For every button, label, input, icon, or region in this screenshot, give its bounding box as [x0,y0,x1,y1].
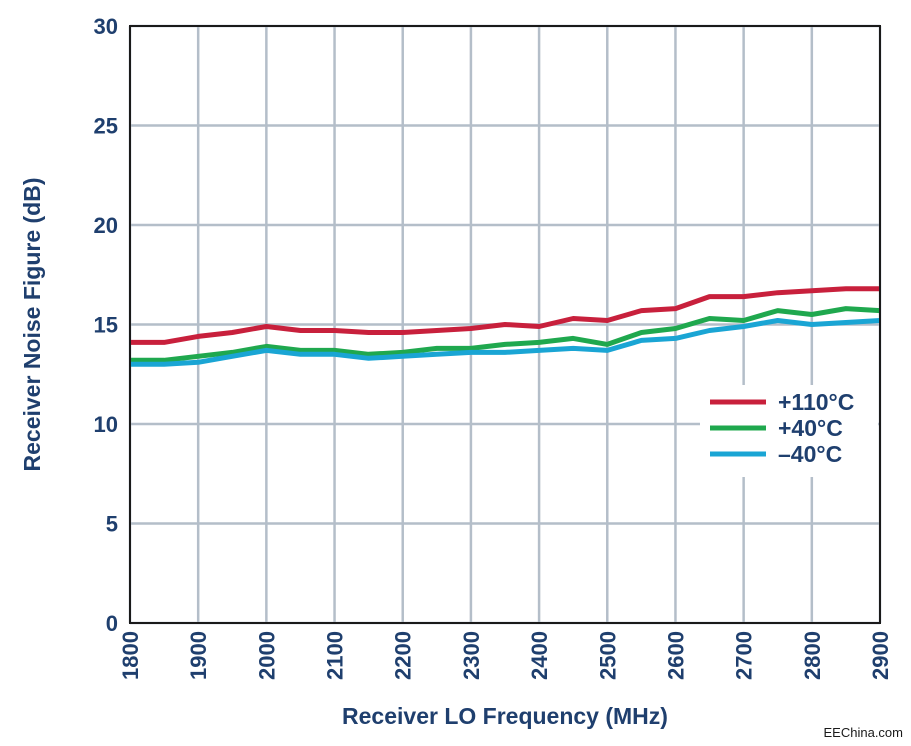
series-line [130,318,881,367]
y-tick-label: 0 [106,611,118,636]
legend: +110°C+40°C–40°C [700,385,878,477]
y-tick-label: 5 [106,512,118,537]
x-tick-label: 1800 [118,631,143,680]
y-axis-title: Receiver Noise Figure (dB) [19,178,45,472]
series-line [130,286,880,345]
watermark: EEChina.com [823,725,903,740]
legend-label: –40°C [778,441,842,467]
x-axis-title: Receiver LO Frequency (MHz) [342,703,668,729]
x-tick-label: 2500 [595,631,620,680]
x-tick-label: 2600 [663,631,688,680]
x-tick-label: 2000 [254,631,279,680]
y-tick-label: 10 [94,412,118,437]
y-tick-label: 30 [94,14,118,39]
series-line [130,306,881,363]
legend-label: +110°C [778,389,854,415]
x-tick-label: 2400 [527,631,552,680]
y-tick-label: 25 [94,114,118,139]
x-tick-label: 1900 [186,631,211,680]
y-tick-label: 20 [94,213,118,238]
y-tick-labels: 0 5 10 15 20 25 30 [94,14,118,636]
x-tick-label: 2200 [391,631,416,680]
x-tick-labels: 1800 1900 2000 2100 2200 2300 2400 2500 2600 2700… [118,631,893,680]
x-tick-label: 2700 [732,631,757,680]
x-tick-label: 2900 [868,631,893,680]
x-tick-label: 2800 [800,631,825,680]
plot-frame [129,25,881,624]
x-tick-label: 2300 [459,631,484,680]
series-group [130,286,881,367]
x-tick-label: 2100 [323,631,348,680]
y-tick-label: 15 [94,313,118,338]
legend-label: +40°C [778,415,843,441]
